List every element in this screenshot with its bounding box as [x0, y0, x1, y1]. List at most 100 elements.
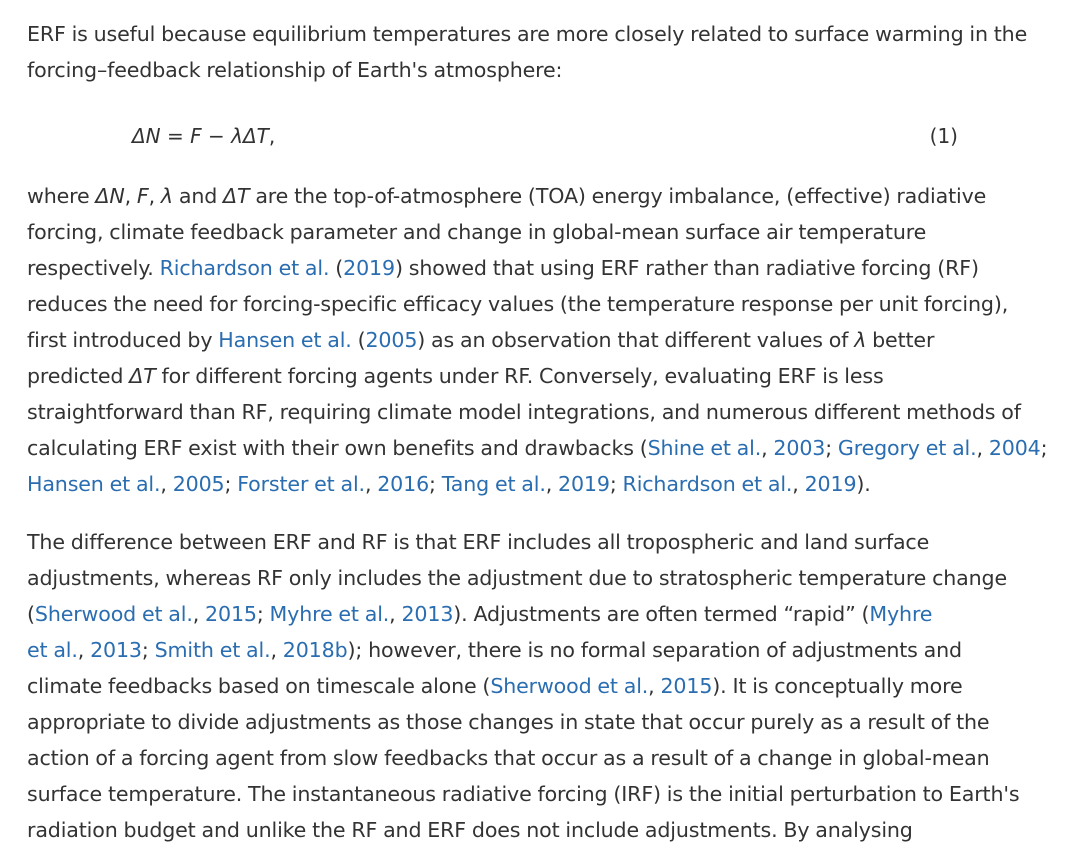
citation-link-smith[interactable]: Smith et al.: [154, 638, 271, 662]
eq-minus: −: [201, 124, 232, 148]
text: ;: [609, 472, 623, 496]
text: ,: [192, 602, 206, 626]
text: better: [866, 328, 935, 352]
text-line: reduces the need for forcing-specific ef…: [27, 292, 1009, 316]
citation-link-sherwood[interactable]: Sherwood et al.: [490, 674, 649, 698]
text: where: [27, 184, 96, 208]
eq-lambda: λ: [231, 124, 243, 148]
text-line: where ΔN, F, λ and ΔT are the top-of-atm…: [27, 178, 1072, 214]
citation-link-year[interactable]: 2015: [660, 674, 713, 698]
text: ). It is conceptually more: [712, 674, 963, 698]
text: ).: [856, 472, 871, 496]
equation-1: ΔN = F − λΔT, (1): [27, 118, 1072, 154]
text: ;: [224, 472, 238, 496]
text-line: forcing–feedback relationship of Earth's…: [27, 58, 563, 82]
citation-link-year[interactable]: 2003: [773, 436, 826, 460]
text: ;: [429, 472, 442, 496]
text: ,: [77, 638, 91, 662]
symbol-delta-t: ΔT: [129, 364, 156, 388]
text-line: surface temperature. The instantaneous r…: [27, 782, 1020, 806]
text: ,: [648, 674, 661, 698]
citation-link-year[interactable]: 2004: [988, 436, 1041, 460]
text: ,: [761, 436, 774, 460]
text: ;: [825, 436, 838, 460]
citation-link-year[interactable]: 2019: [558, 472, 610, 496]
text: ,: [160, 472, 173, 496]
equation-number: (1): [929, 124, 958, 148]
text: climate feedbacks based on timescale alo…: [27, 674, 491, 698]
symbol-lambda: λ: [854, 328, 867, 352]
text: ,: [389, 602, 402, 626]
text-line: ERF is useful because equilibrium temper…: [27, 22, 1028, 46]
text: ). Adjustments are often termed “rapid” …: [453, 602, 870, 626]
text: (: [329, 256, 344, 280]
text-line: Hansen et al., 2005; Forster et al., 201…: [27, 466, 1072, 502]
eq-comma: ,: [268, 124, 276, 148]
eq-delta-t: ΔT: [242, 124, 269, 148]
text: predicted: [27, 364, 130, 388]
citation-link-shine[interactable]: Shine et al.: [647, 436, 762, 460]
text-line: radiation budget and unlike the RF and E…: [27, 818, 913, 842]
text: are the top-of-atmosphere (TOA) energy i…: [249, 184, 987, 208]
citation-link-year[interactable]: 2018b: [282, 638, 348, 662]
citation-link-forster[interactable]: Forster et al.: [237, 472, 365, 496]
text: ,: [545, 472, 559, 496]
citation-link-year[interactable]: 2005: [172, 472, 225, 496]
text: ,: [124, 184, 137, 208]
citation-link-myhre[interactable]: Myhre et al.: [269, 602, 390, 626]
equation-body: ΔN = F − λΔT,: [132, 118, 275, 154]
text: ;: [256, 602, 270, 626]
citation-link-year[interactable]: 2013: [90, 638, 142, 662]
citation-link-sherwood[interactable]: Sherwood et al.: [34, 602, 193, 626]
text-line: first introduced by Hansen et al. (2005)…: [27, 322, 1072, 358]
text: ,: [270, 638, 283, 662]
citation-link-year[interactable]: 2019: [343, 256, 395, 280]
eq-f: F: [190, 124, 202, 148]
text-line: calculating ERF exist with their own ben…: [27, 430, 1072, 466]
text: ;: [141, 638, 155, 662]
text-line: (Sherwood et al., 2015; Myhre et al., 20…: [27, 596, 1072, 632]
citation-link-hansen[interactable]: Hansen et al.: [218, 328, 352, 352]
text-line: straightforward than RF, requiring clima…: [27, 400, 1021, 424]
symbol-lambda: λ: [160, 184, 173, 208]
citation-link-tang[interactable]: Tang et al.: [441, 472, 546, 496]
text: ,: [792, 472, 805, 496]
text: calculating ERF exist with their own ben…: [27, 436, 648, 460]
paragraph-erf-usefulness: ERF is useful because equilibrium temper…: [27, 16, 1072, 88]
citation-link-year[interactable]: 2013: [401, 602, 454, 626]
citation-link-year[interactable]: 2016: [377, 472, 430, 496]
paragraph-erf-vs-rf: The difference between ERF and RF is tha…: [27, 524, 1072, 848]
text: ,: [976, 436, 989, 460]
paragraph-erf-definition: where ΔN, F, λ and ΔT are the top-of-atm…: [27, 178, 1072, 502]
citation-link-myhre[interactable]: Myhre: [869, 602, 933, 626]
text-line: climate feedbacks based on timescale alo…: [27, 668, 1072, 704]
citation-link-gregory[interactable]: Gregory et al.: [837, 436, 977, 460]
article-body: ERF is useful because equilibrium temper…: [27, 16, 1072, 848]
symbol-f: F: [136, 184, 149, 208]
text: respectively.: [27, 256, 160, 280]
citation-link-hansen[interactable]: Hansen et al.: [27, 472, 161, 496]
text: (: [27, 602, 35, 626]
citation-link-richardson[interactable]: Richardson et al.: [159, 256, 330, 280]
citation-link-year[interactable]: 2005: [365, 328, 418, 352]
text-line: The difference between ERF and RF is tha…: [27, 530, 930, 554]
text: ) showed that using ERF rather than radi…: [394, 256, 979, 280]
eq-delta-n: ΔN: [132, 124, 161, 148]
text: ,: [364, 472, 378, 496]
text-line: et al., 2013; Smith et al., 2018b); howe…: [27, 632, 1072, 668]
citation-link-richardson[interactable]: Richardson et al.: [622, 472, 793, 496]
text: (: [351, 328, 366, 352]
citation-link-year[interactable]: 2019: [804, 472, 857, 496]
text: ;: [1040, 436, 1048, 460]
symbol-delta-n: ΔN: [95, 184, 125, 208]
text-line: appropriate to divide adjustments as tho…: [27, 710, 990, 734]
text-line: adjustments, whereas RF only includes th…: [27, 566, 1007, 590]
text-line: predicted ΔT for different forcing agent…: [27, 358, 1072, 394]
citation-link-myhre[interactable]: et al.: [27, 638, 78, 662]
symbol-delta-t: ΔT: [223, 184, 250, 208]
text: and: [172, 184, 224, 208]
citation-link-year[interactable]: 2015: [205, 602, 257, 626]
text: first introduced by: [27, 328, 219, 352]
text-line: respectively. Richardson et al. (2019) s…: [27, 250, 1072, 286]
text: ); however, there is no formal separatio…: [347, 638, 963, 662]
